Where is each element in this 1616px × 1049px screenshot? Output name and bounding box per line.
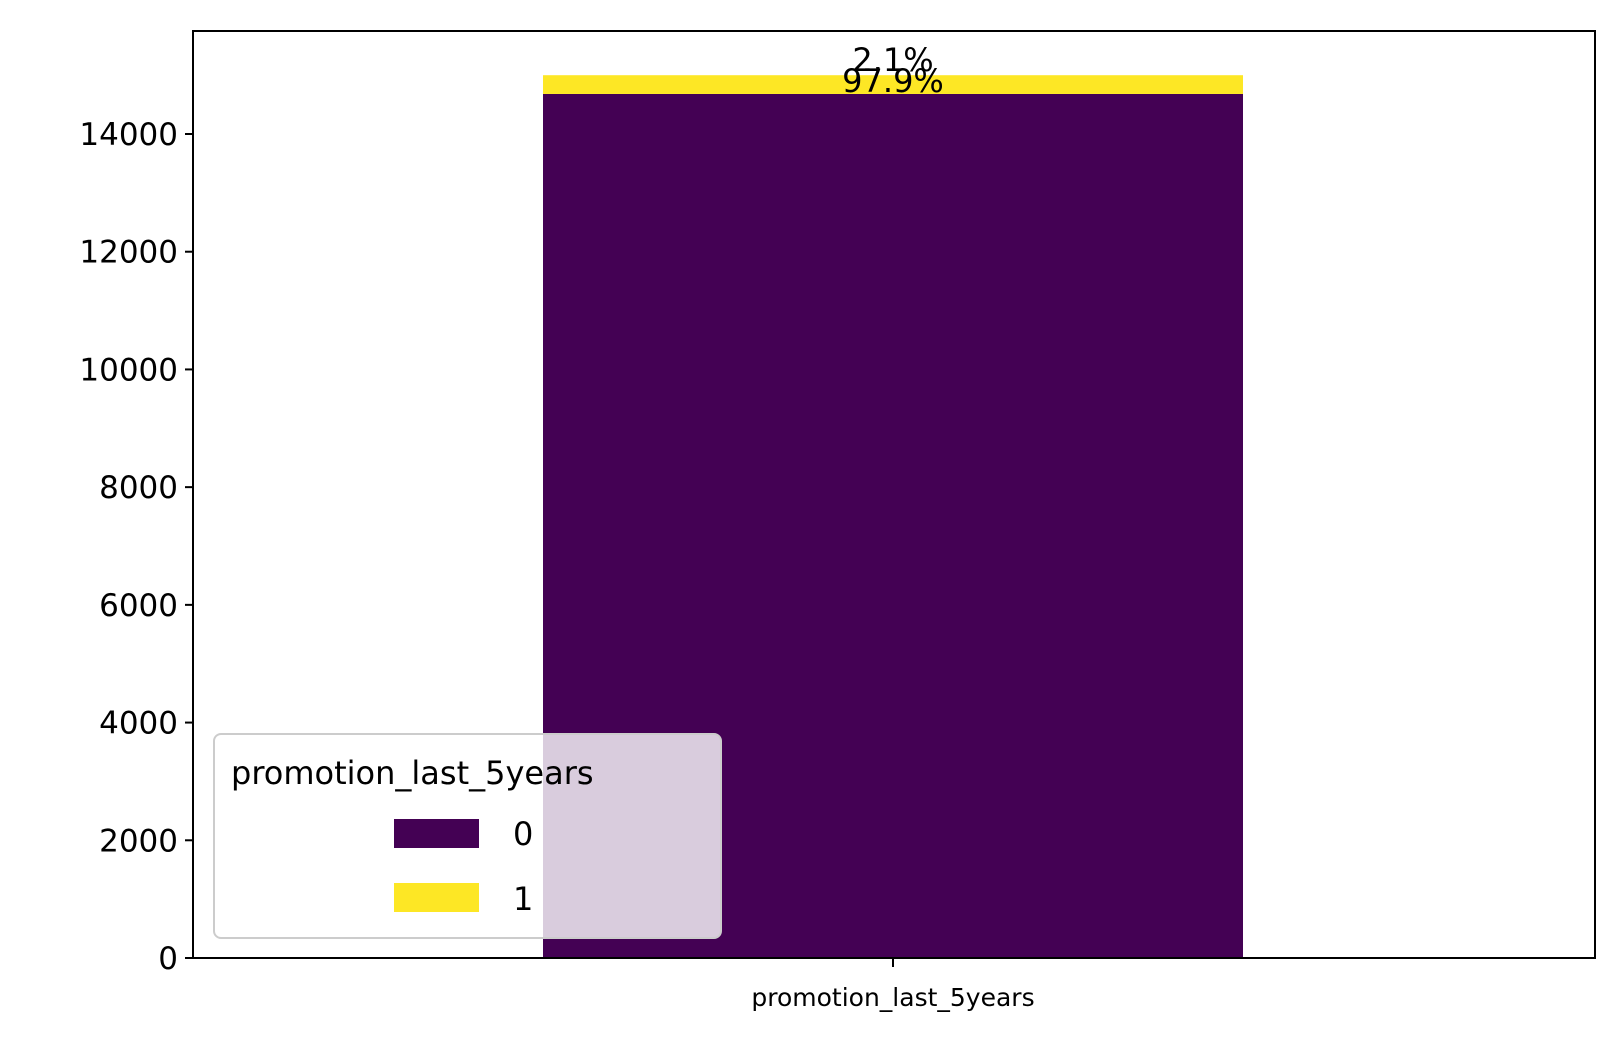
y-tick-label: 12000	[79, 235, 178, 271]
legend-label-0: 0	[513, 815, 533, 853]
legend-swatch-0	[394, 819, 479, 848]
y-tick-label: 14000	[79, 117, 178, 153]
y-tick-label: 8000	[99, 470, 178, 506]
x-axis: promotion_last_5years	[751, 958, 1035, 1012]
y-tick-label: 4000	[99, 706, 178, 742]
legend: promotion_last_5years 0 1	[213, 733, 722, 939]
bar-segment-1	[543, 75, 1243, 94]
y-tick-label: 6000	[99, 588, 178, 624]
data-labels-layer: 97.9%2.1%	[842, 41, 944, 100]
legend-title: promotion_last_5years	[231, 754, 594, 792]
y-axis: 0 2000 4000 6000 8000 10000 12000 14000	[79, 117, 193, 977]
data-label-1: 2.1%	[852, 41, 933, 79]
legend-swatch-1	[394, 883, 479, 912]
legend-label-1: 1	[513, 880, 533, 918]
y-tick-label: 0	[158, 941, 178, 977]
y-tick-label: 10000	[79, 352, 178, 388]
x-tick-label: promotion_last_5years	[751, 983, 1034, 1012]
y-tick-label: 2000	[99, 823, 178, 859]
data-label-0: 97.9%	[842, 62, 944, 100]
